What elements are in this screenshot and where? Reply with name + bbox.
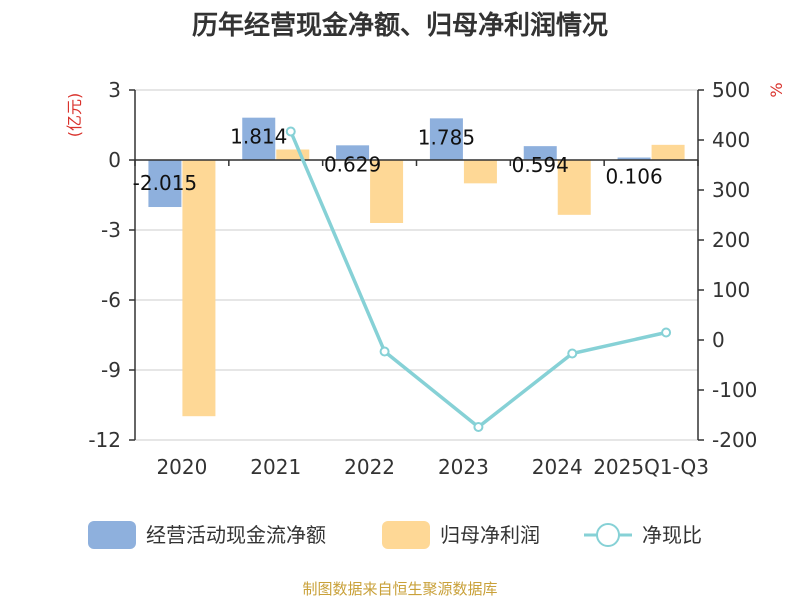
- legend-label-1: 归母净利润: [440, 523, 540, 547]
- data-label-cashflow-2020: -2.015: [133, 171, 197, 195]
- x-tick-label-2024: 2024: [532, 455, 583, 479]
- left-tick-label--3: -3: [101, 218, 121, 242]
- right-tick-label-200: 200: [712, 228, 750, 252]
- ticks: 3 0 -3 -6 -9 -12 500 400 300 200 100 0 -100 -200 2020 2…: [88, 78, 757, 479]
- left-tick-label-0: 0: [108, 148, 121, 172]
- data-label-cashflow-2025Q1-Q3: 0.106: [605, 165, 662, 189]
- data-labels: -2.015 1.814 0.629 1.785 0.594 0.106: [133, 125, 663, 195]
- data-label-cashflow-2023: 1.785: [418, 125, 475, 149]
- bars: [148, 117, 685, 417]
- data-label-cashflow-2021: 1.814: [230, 125, 287, 149]
- legend: 经营活动现金流净额 归母净利润 净现比: [88, 521, 702, 549]
- bar-netprofit-2025Q1-Q3: [651, 144, 685, 160]
- x-tick-label-2022: 2022: [344, 455, 395, 479]
- source-note: 制图数据来自恒生聚源数据库: [302, 580, 497, 598]
- data-label-cashflow-2024: 0.594: [512, 153, 569, 177]
- left-axis-unit: (亿元): [65, 93, 84, 138]
- chart-title: 历年经营现金净额、归母净利润情况: [192, 10, 608, 41]
- left-tick-label-3: 3: [108, 78, 121, 102]
- right-tick-label-400: 400: [712, 128, 750, 152]
- bar-cashflow-2025Q1-Q3: [617, 157, 651, 160]
- bar-netprofit-2020: [182, 160, 216, 417]
- bar-netprofit-2022: [370, 160, 404, 223]
- right-axis-unit: %: [767, 82, 786, 97]
- bar-netprofit-2021: [276, 149, 310, 160]
- left-tick-label--12: -12: [88, 428, 121, 452]
- bar-netprofit-2023: [463, 160, 497, 184]
- point-netcash-ratio-2021: [285, 126, 296, 137]
- legend-label-0: 经营活动现金流净额: [146, 523, 326, 547]
- point-netcash-ratio-2023: [473, 422, 484, 432]
- bar-cashflow-2024: [523, 146, 557, 160]
- data-label-cashflow-2022: 0.629: [324, 152, 381, 176]
- legend-swatch-0: [88, 521, 136, 549]
- left-tick-label--6: -6: [101, 288, 121, 312]
- x-tick-label-2023: 2023: [438, 455, 489, 479]
- x-tick-label-2025Q1-Q3: 2025Q1-Q3: [593, 455, 709, 479]
- right-tick-label-500: 500: [712, 78, 750, 102]
- right-tick-label--100: -100: [712, 378, 757, 402]
- right-tick-label-300: 300: [712, 178, 750, 202]
- axes: [129, 89, 704, 441]
- legend-label-2: 净现比: [642, 523, 702, 547]
- point-netcash-ratio-2022: [379, 346, 390, 357]
- bar-netprofit-2024: [557, 160, 591, 215]
- point-netcash-ratio-2024: [567, 348, 578, 359]
- bar-cashflow-2022: [336, 145, 370, 160]
- point-netcash-ratio-2025Q1-Q3: [661, 327, 672, 338]
- right-tick-label-100: 100: [712, 278, 750, 302]
- x-tick-label-2020: 2020: [156, 455, 207, 479]
- line-series: [285, 126, 672, 432]
- legend-swatch-1: [382, 521, 430, 549]
- bar-cashflow-2021: [242, 117, 276, 160]
- legend-marker-2: [596, 523, 620, 547]
- bar-cashflow-2023: [429, 118, 463, 160]
- bar-cashflow-2020: [148, 160, 182, 208]
- left-tick-label--9: -9: [101, 358, 121, 382]
- right-tick-label-0: 0: [712, 328, 725, 352]
- gridlines: [135, 89, 698, 441]
- x-tick-label-2021: 2021: [250, 455, 301, 479]
- right-tick-label--200: -200: [712, 428, 757, 452]
